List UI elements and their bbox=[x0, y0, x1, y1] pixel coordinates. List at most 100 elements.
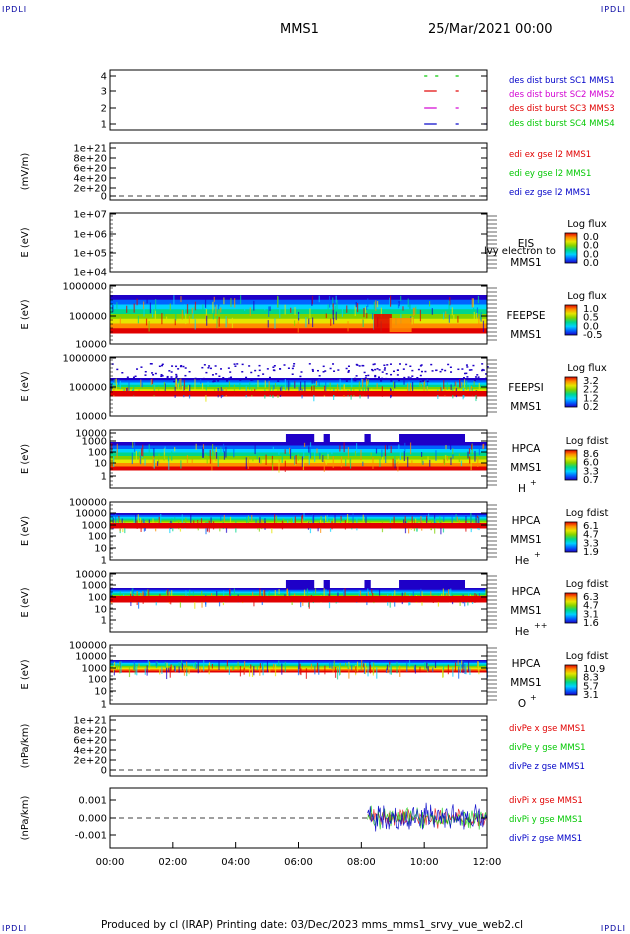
species-label: O bbox=[518, 698, 526, 710]
y-tick-label: 0.000 bbox=[78, 814, 107, 825]
y-tick-label: 1000 bbox=[82, 437, 107, 448]
y-tick-label: 1 bbox=[101, 120, 107, 131]
colorbar-title: Log flux bbox=[567, 363, 607, 374]
colorbar-tick-label: 1.9 bbox=[583, 547, 599, 558]
y-tick-label: 1000 bbox=[82, 581, 107, 592]
y-tick-label: 100000 bbox=[69, 383, 107, 394]
mission-title: MMS1 bbox=[280, 22, 319, 37]
colorbar-title: Log fdist bbox=[566, 579, 609, 590]
colorbar-tick-label: 0.5 bbox=[583, 313, 599, 324]
overlap-label: lvy electron to bbox=[484, 246, 556, 257]
species-charge: ++ bbox=[534, 621, 547, 630]
colorbar bbox=[564, 449, 578, 481]
species-charge: + bbox=[530, 693, 537, 702]
hpca_o-spectrogram bbox=[110, 660, 488, 680]
y-tick-label: 10000 bbox=[75, 340, 107, 351]
colorbar-tick-label: 0.0 bbox=[583, 249, 599, 260]
panel-divpi: 0.001 0.000 -0.001 (nPa/km) divPi x gse MMS1… bbox=[20, 787, 583, 849]
colorbar-tick-label: 1.6 bbox=[583, 618, 599, 629]
y-tick-label: -0.001 bbox=[75, 831, 107, 842]
colorbar-tick-label: 5.7 bbox=[583, 681, 599, 692]
footer-credit: Produced by cl (IRAP) Printing date: 03/… bbox=[101, 919, 524, 931]
y-tick-label: 2e+20 bbox=[73, 756, 107, 767]
colorbar-tick-label: 8.3 bbox=[583, 673, 599, 684]
colorbar bbox=[564, 592, 578, 624]
colorbar bbox=[564, 376, 578, 408]
y-tick-label: 100000 bbox=[69, 498, 107, 509]
hpca_hepp-spectrogram bbox=[110, 580, 487, 609]
y-axis-label: (nPa/km) bbox=[20, 724, 31, 769]
y-tick-label: 1000 bbox=[82, 521, 107, 532]
y-tick-label: 10000 bbox=[75, 652, 107, 663]
y-axis-label: E (eV) bbox=[20, 659, 31, 689]
y-tick-label: 10 bbox=[94, 459, 107, 470]
y-axis-label: E (eV) bbox=[20, 227, 31, 257]
y-tick-label: 1000000 bbox=[62, 282, 107, 293]
y-tick-label: 6e+20 bbox=[73, 164, 107, 175]
y-tick-label: 4e+20 bbox=[73, 174, 107, 185]
y-tick-label: 2 bbox=[101, 104, 107, 115]
y-tick-label: 10 bbox=[94, 605, 107, 616]
spacecraft-label: MMS1 bbox=[510, 534, 541, 546]
species-charge: + bbox=[530, 478, 537, 487]
corner-label-top-right: IPDLI bbox=[600, 5, 626, 14]
x-tick-label: 00:00 bbox=[96, 857, 125, 868]
x-tick-label: 06:00 bbox=[284, 857, 313, 868]
y-tick-label: 100 bbox=[88, 675, 107, 686]
x-tick-label: 02:00 bbox=[158, 857, 187, 868]
y-tick-label: 1e+06 bbox=[73, 230, 107, 241]
y-tick-label: 1000000 bbox=[62, 354, 107, 365]
panel-burst: 1 2 3 4 des dist burst SC1 MMS1 des dist burs… bbox=[101, 69, 615, 131]
colorbar-tick-label: 0.2 bbox=[583, 402, 599, 413]
y-tick-label: 0.001 bbox=[78, 796, 107, 807]
legend-entry: des dist burst SC2 MMS2 bbox=[509, 90, 615, 100]
legend-entry: des dist burst SC3 MMS3 bbox=[509, 104, 615, 114]
legend-entry: divPi z gse MMS1 bbox=[509, 834, 582, 844]
colorbar-tick-label: 0.7 bbox=[583, 475, 599, 486]
y-axis-label: (mV/m) bbox=[20, 153, 31, 191]
colorbar bbox=[564, 304, 578, 336]
legend-entry: divPi y gse MMS1 bbox=[509, 815, 583, 825]
instrument-label: HPCA bbox=[512, 658, 542, 670]
instrument-label: HPCA bbox=[512, 443, 542, 455]
colorbar-tick-label: 3.1 bbox=[583, 609, 599, 620]
instrument-label: HPCA bbox=[512, 586, 542, 598]
colorbar-tick-label: 0.0 bbox=[583, 241, 599, 252]
y-tick-label: 0 bbox=[101, 766, 107, 777]
y-tick-label: 10000 bbox=[75, 570, 107, 581]
colorbar-title: Log flux bbox=[567, 219, 607, 230]
colorbar-tick-label: 6.1 bbox=[583, 521, 599, 532]
y-tick-label: 1e+04 bbox=[73, 268, 107, 279]
legend-entry: des dist burst SC4 MMS4 bbox=[509, 119, 615, 129]
y-axis-label: (nPa/km) bbox=[20, 796, 31, 841]
y-tick-label: 4 bbox=[101, 72, 107, 83]
legend-entry: des dist burst SC1 MMS1 bbox=[509, 76, 615, 86]
x-tick-label: 08:00 bbox=[347, 857, 376, 868]
y-tick-label: 8e+20 bbox=[73, 154, 107, 165]
y-tick-label: 100 bbox=[88, 593, 107, 604]
feepsi-spectrogram bbox=[110, 363, 489, 402]
y-tick-label: 1 bbox=[101, 556, 107, 567]
x-axis: 00:00 02:00 04:00 06:00 08:00 10:00 12:00 bbox=[96, 842, 501, 868]
legend-entry: divPi x gse MMS1 bbox=[509, 796, 583, 806]
y-tick-label: 6e+20 bbox=[73, 736, 107, 747]
y-tick-label: 10000 bbox=[75, 412, 107, 423]
colorbar-tick-label: 3.3 bbox=[583, 466, 599, 477]
legend-entry: edi ey gse l2 MMS1 bbox=[509, 169, 591, 179]
colorbar bbox=[564, 521, 578, 553]
colorbar-tick-label: 0.0 bbox=[583, 321, 599, 332]
instrument-label: FEEPSE bbox=[507, 310, 546, 322]
panel-feepsi: 1000000 100000 10000 E (eV) FEEPSI MMS1 Log fl… bbox=[20, 354, 607, 423]
colorbar-tick-label: 3.1 bbox=[583, 690, 599, 701]
y-tick-label: 100000 bbox=[69, 641, 107, 652]
spacecraft-label: MMS1 bbox=[510, 462, 541, 474]
colorbar-tick-label: 1.2 bbox=[583, 393, 599, 404]
species-label: He bbox=[515, 626, 529, 638]
y-tick-label: 1 bbox=[101, 700, 107, 711]
y-tick-label: 100000 bbox=[69, 312, 107, 323]
legend-entry: divPe x gse MMS1 bbox=[509, 724, 586, 734]
instrument-label: HPCA bbox=[512, 515, 542, 527]
